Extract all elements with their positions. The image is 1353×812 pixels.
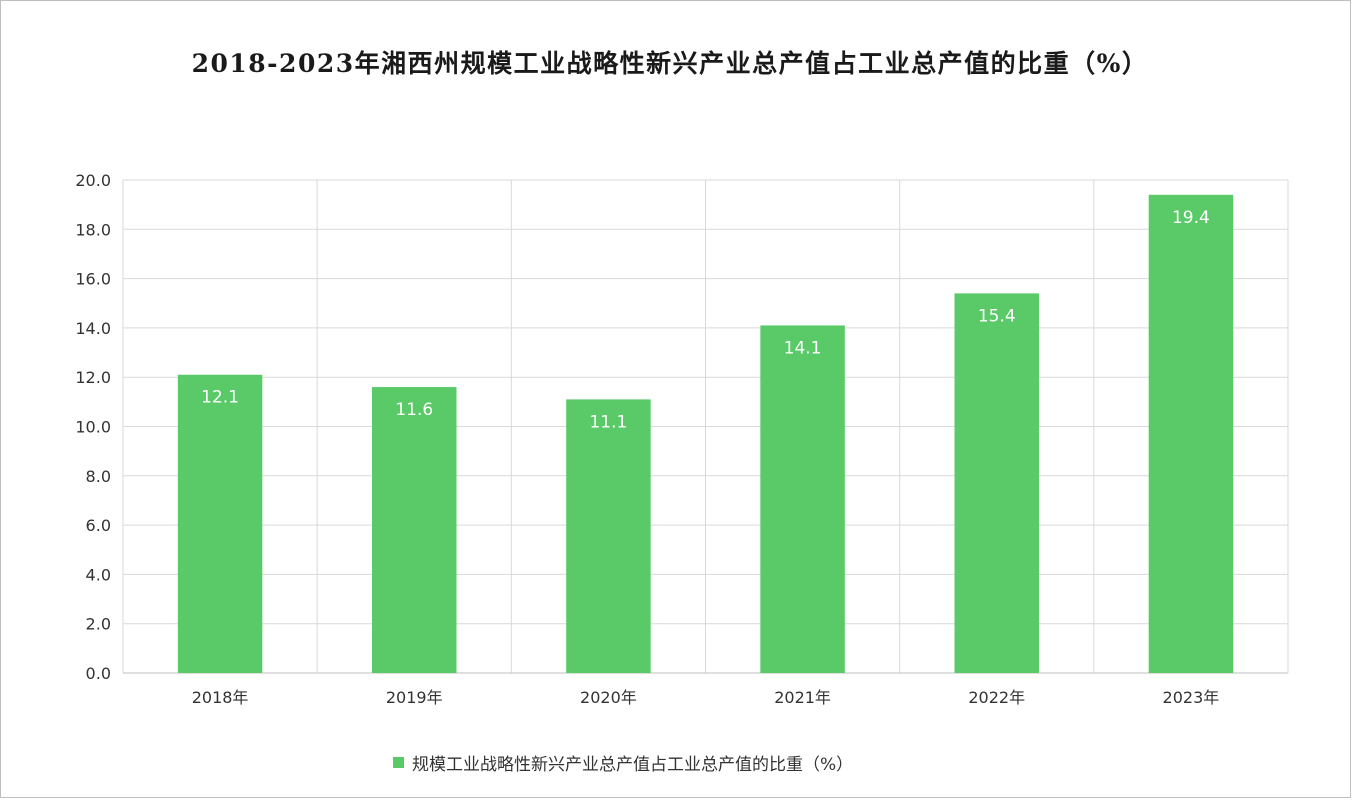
legend[interactable]: 规模工业战略性新兴产业总产值占工业总产值的比重（%） <box>393 750 853 775</box>
x-tick-label: 2022年 <box>968 688 1025 707</box>
y-tick-label: 14.0 <box>75 319 111 338</box>
legend-label: 规模工业战略性新兴产业总产值占工业总产值的比重（%） <box>412 755 854 775</box>
y-tick-label: 8.0 <box>86 467 111 486</box>
data-label: 11.6 <box>395 400 433 420</box>
y-tick-label: 6.0 <box>86 516 111 535</box>
data-label: 11.1 <box>589 412 627 432</box>
y-tick-label: 0.0 <box>86 664 111 683</box>
chart-title: 2018-2023年湘西州规模工业战略性新兴产业总产值占工业总产值的比重（%） <box>191 49 1149 78</box>
bar <box>566 399 651 673</box>
y-tick-label: 20.0 <box>75 171 111 190</box>
bar <box>177 374 263 673</box>
bar <box>954 293 1039 673</box>
y-tick-label: 2.0 <box>86 615 111 634</box>
y-tick-label: 18.0 <box>75 220 111 239</box>
x-tick-label: 2021年 <box>774 688 831 707</box>
x-tick-label: 2023年 <box>1163 688 1220 707</box>
bar <box>1148 194 1234 674</box>
y-tick-label: 16.0 <box>75 270 111 289</box>
data-label: 15.4 <box>978 306 1016 326</box>
y-tick-label: 12.0 <box>75 368 111 387</box>
x-tick-label: 2019年 <box>386 688 443 707</box>
legend-swatch <box>393 757 404 768</box>
y-tick-label: 10.0 <box>75 418 111 437</box>
data-label: 19.4 <box>1172 208 1210 228</box>
x-tick-label: 2018年 <box>192 688 249 707</box>
data-label: 12.1 <box>201 388 239 408</box>
data-label: 14.1 <box>784 338 822 358</box>
y-tick-label: 4.0 <box>86 565 111 584</box>
bar <box>760 325 845 673</box>
x-tick-label: 2020年 <box>580 688 637 707</box>
bar <box>372 387 457 673</box>
